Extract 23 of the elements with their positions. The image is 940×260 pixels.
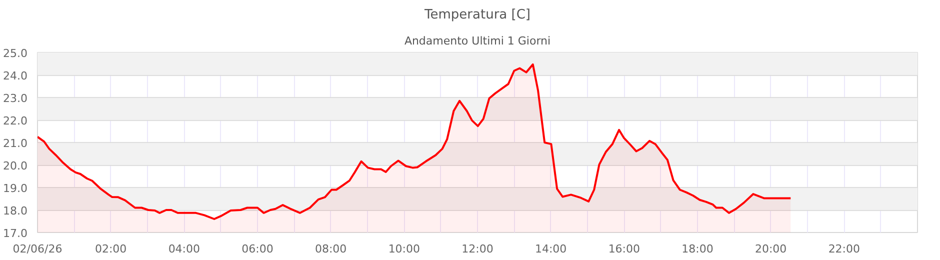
y-tick-label: 21.0 [3, 137, 28, 150]
x-tick-label: 02/06/26 [12, 242, 62, 256]
y-tick-label: 23.0 [3, 92, 28, 105]
y-tick-label: 19.0 [3, 182, 28, 195]
x-tick-label: 14:00 [534, 242, 567, 256]
chart-title: Temperatura [C] [424, 8, 530, 22]
chart-subtitle: Andamento Ultimi 1 Giorni [404, 34, 551, 48]
y-tick-label: 22.0 [3, 114, 28, 128]
x-tick-label: 06:00 [242, 242, 274, 256]
x-tick-label: 16:00 [608, 242, 640, 256]
x-tick-label: 08:00 [314, 242, 347, 256]
x-tick-label: 10:00 [388, 242, 420, 256]
x-tick-label: 20:00 [754, 242, 787, 256]
y-tick-label: 25.0 [3, 47, 28, 60]
x-tick-label: 22:00 [828, 242, 860, 256]
x-tick-label: 18:00 [682, 242, 714, 256]
y-tick-label: 17.0 [3, 227, 28, 240]
x-tick-label: 12:00 [462, 242, 494, 256]
y-tick-label: 18.0 [3, 204, 28, 218]
y-tick-label: 24.0 [3, 70, 28, 82]
y-tick-label: 20.0 [3, 160, 28, 172]
x-tick-label: 02:00 [94, 242, 127, 256]
x-tick-label: 04:00 [168, 242, 200, 256]
